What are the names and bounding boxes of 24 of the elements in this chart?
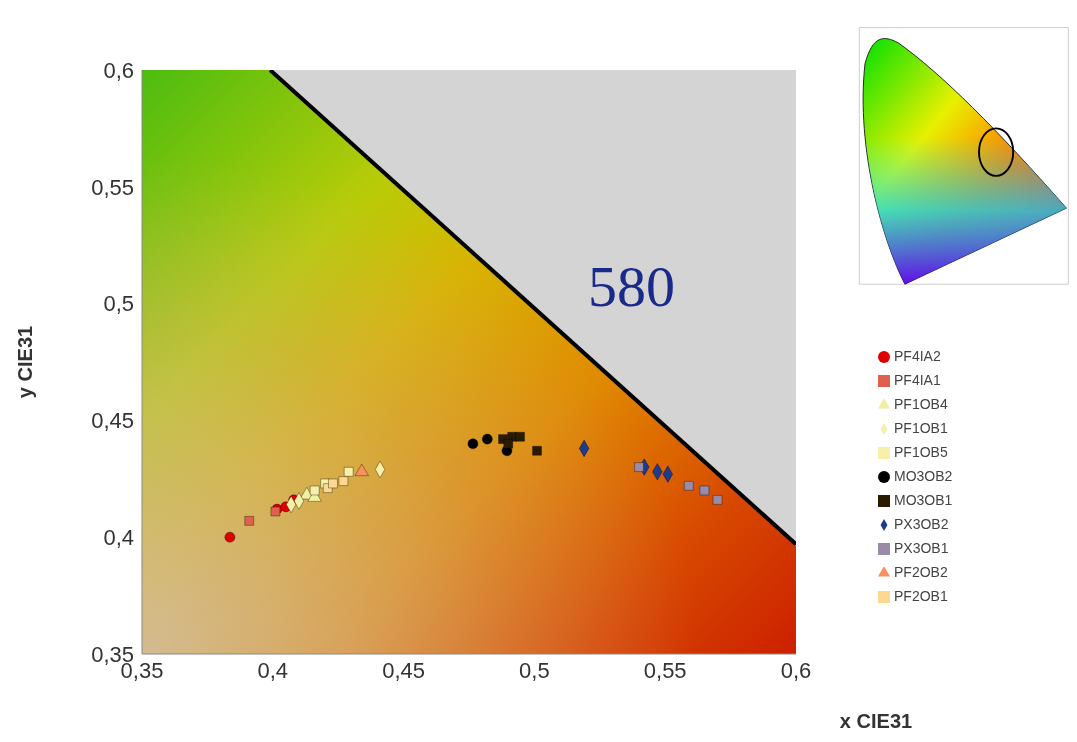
x-axis-title: x CIE31 — [839, 710, 913, 732]
y-tick-label: 0,45 — [91, 408, 134, 434]
legend-label: PF4IA1 — [894, 372, 941, 388]
y-axis-title: y CIE31 — [14, 325, 36, 399]
x-tick-label: 0,5 — [519, 657, 550, 683]
legend-label: PF1OB5 — [894, 444, 948, 460]
legend-label: PX3OB1 — [894, 540, 949, 556]
legend-label: MO3OB2 — [894, 468, 953, 484]
legend-label: PF1OB1 — [894, 420, 948, 436]
x-tick-label: 0,55 — [643, 657, 687, 683]
legend-label: PF2OB1 — [894, 588, 948, 604]
legend-label: PF4IA2 — [894, 348, 941, 364]
legend-label: PX3OB2 — [894, 516, 949, 532]
x-tick-label: 0,4 — [257, 657, 289, 683]
legend-label: PF1OB4 — [894, 396, 948, 412]
legend-label: MO3OB1 — [894, 492, 953, 508]
y-tick-label: 0,4 — [103, 525, 134, 551]
x-tick-label: 0,6 — [780, 657, 812, 683]
annotation: 580 — [588, 253, 675, 320]
legend-label: PF2OB2 — [894, 564, 948, 580]
y-tick-label: 0,6 — [103, 57, 134, 83]
y-tick-label: 0,5 — [103, 291, 134, 317]
y-tick-label: 0,55 — [91, 174, 134, 200]
x-tick-label: 0,45 — [382, 657, 426, 683]
